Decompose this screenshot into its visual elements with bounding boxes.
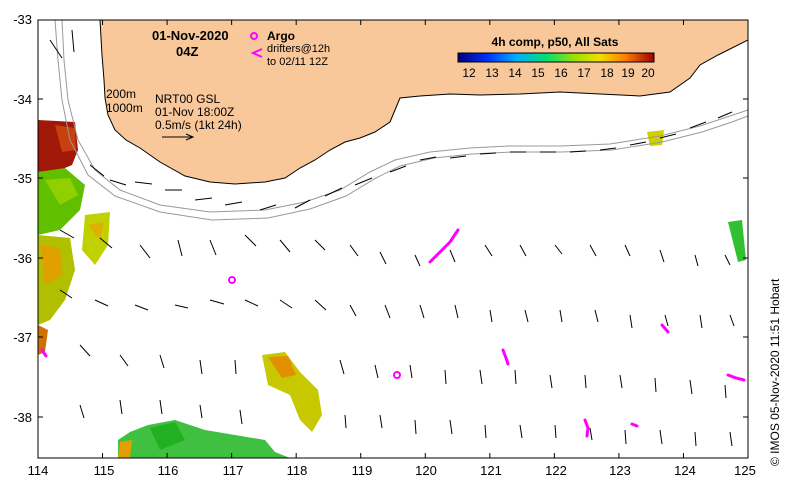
x-tick-label: 124 <box>674 463 696 478</box>
colorbar-title: 4h comp, p50, All Sats <box>492 35 619 49</box>
x-tick-label: 114 <box>28 463 49 478</box>
colorbar-tick: 16 <box>554 66 568 80</box>
scale-arrowhead <box>185 133 195 141</box>
x-tick-label: 122 <box>545 463 567 478</box>
drifter-legend-range: to 02/11 12Z <box>267 56 328 68</box>
x-tick-label: 125 <box>734 463 756 478</box>
drifter-tracks <box>40 228 746 438</box>
x-tick-label: 116 <box>158 463 179 478</box>
map-hour: 04Z <box>176 44 198 59</box>
y-tick-label: -36 <box>13 251 32 266</box>
plot-frame <box>37 19 749 459</box>
x-tick-label: 120 <box>415 463 437 478</box>
isobath-200-label: 200m <box>106 87 136 101</box>
x-tick-label: 123 <box>609 463 631 478</box>
y-tick-label: -38 <box>13 410 32 425</box>
colorbar-tick: 18 <box>600 66 614 80</box>
axis-ticks <box>37 19 749 458</box>
argo-legend-icon <box>250 32 258 40</box>
x-tick-label: 117 <box>223 463 244 478</box>
x-tick-label: 115 <box>94 463 115 478</box>
sst-patches <box>38 120 746 458</box>
colorbar-tick: 14 <box>508 66 522 80</box>
x-tick-label: 121 <box>480 463 502 478</box>
isobath-1000-label: 1000m <box>106 101 143 115</box>
y-tick-label: -35 <box>13 171 32 186</box>
argo-floats <box>228 276 401 379</box>
credit-sidebar: © IMOS 05-Nov-2020 11:51 Hobart <box>764 0 786 492</box>
credit-text: © IMOS 05-Nov-2020 11:51 Hobart <box>768 278 782 466</box>
colorbar-ticks: 12 13 14 15 16 17 18 19 20 <box>462 66 655 80</box>
x-tick-label: 119 <box>352 463 373 478</box>
current-vectors <box>49 29 735 447</box>
colorbar-tick: 19 <box>621 66 635 80</box>
colorbar-tick: 13 <box>485 66 499 80</box>
x-tick-label: 118 <box>287 463 308 478</box>
colorbar-tick: 20 <box>641 66 655 80</box>
y-tick-label: -37 <box>13 330 32 345</box>
scale-label: 0.5m/s (1kt 24h) <box>155 118 242 132</box>
argo-legend-label: Argo <box>267 29 295 43</box>
product-name: NRT00 GSL <box>155 92 220 106</box>
colorbar-tick: 15 <box>531 66 545 80</box>
y-tick-label: -34 <box>13 92 32 107</box>
colorbar-tick: 17 <box>577 66 591 80</box>
y-axis-labels: -33 -34 -35 -36 -37 -38 <box>13 12 32 425</box>
y-tick-label: -33 <box>13 12 32 27</box>
drifter-legend-label: drifters@12h <box>267 43 330 55</box>
map-date: 01-Nov-2020 <box>152 28 229 43</box>
x-axis-labels: 114 115 116 117 118 119 120 121 122 123 … <box>28 463 756 478</box>
drifter-legend-icon <box>250 48 263 58</box>
isobath-lines <box>54 20 748 221</box>
product-time: 01-Nov 18:00Z <box>155 105 234 119</box>
colorbar <box>457 52 655 63</box>
colorbar-tick: 12 <box>462 66 476 80</box>
